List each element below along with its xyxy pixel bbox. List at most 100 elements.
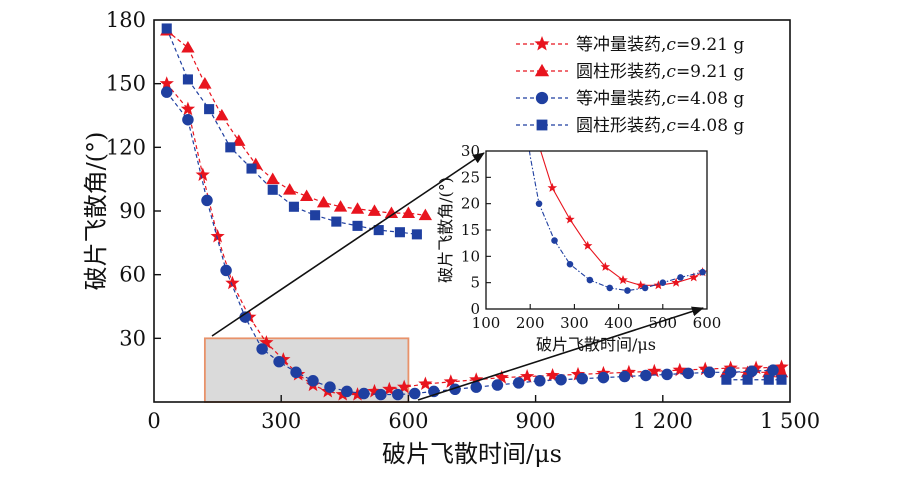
series-1-point: [520, 369, 535, 383]
inset-x-tick-label: 600: [693, 314, 722, 332]
x-axis-title: 破片飞散时间/μs: [382, 440, 562, 468]
series-3-point: [182, 114, 194, 126]
series-3-point: [618, 370, 631, 383]
zoom-arrow-upper: [211, 152, 485, 337]
inset-series-2-point: [624, 287, 631, 294]
inset-y-tick-label: 25: [461, 168, 480, 186]
series-3-point: [555, 373, 567, 386]
series-4-point: [246, 163, 257, 174]
series-3-point: [290, 366, 302, 379]
series-3-point: [220, 264, 232, 277]
x-tick-label: 1 500: [760, 409, 820, 433]
inset-series-1-point: [653, 280, 664, 290]
series-3-point: [640, 369, 652, 382]
y-axis-title: 破片飞散角/(°): [82, 132, 110, 291]
legend-item-2: 圆柱形装药,c=9.21 g: [516, 62, 744, 82]
series-3-point: [470, 381, 482, 393]
series-4-point: [776, 374, 787, 385]
series-1-point: [350, 387, 365, 401]
legend-item-1: 等冲量装药,c=9.21 g: [516, 35, 744, 55]
series-4-point: [411, 229, 422, 240]
series-1-point: [195, 167, 210, 181]
series-3-point: [576, 372, 588, 385]
series-3-point: [358, 387, 370, 400]
main-series-layer: [159, 23, 789, 401]
series-2-point: [299, 189, 314, 202]
series-2-point: [198, 77, 212, 89]
series-2-line: [166, 30, 426, 216]
y-tick-label: 90: [119, 199, 146, 223]
series-1-point: [698, 361, 713, 376]
series-1-point: [210, 229, 225, 243]
x-tick-label: 1 200: [633, 409, 693, 433]
inset-series-1-point: [565, 214, 575, 224]
series-3-point: [256, 343, 268, 355]
inset-series-2-point: [677, 274, 684, 281]
series-3: [160, 86, 779, 401]
inset-series-1-point: [689, 272, 699, 282]
series-1-point: [621, 364, 636, 379]
series-1-point: [367, 383, 382, 398]
inset-x-tick-label: 400: [604, 314, 633, 332]
series-4-point: [182, 74, 193, 85]
legend-marker: [535, 91, 549, 105]
series-4-point: [310, 210, 321, 221]
legend-item-4: 圆柱形装药,c=4.08 g: [516, 116, 744, 136]
series-4-point: [161, 23, 172, 34]
inset-series-1-point: [600, 261, 611, 271]
inset-y-tick-label: 15: [461, 221, 480, 239]
series-2-point: [181, 40, 195, 53]
inset-x-tick-label: 100: [472, 314, 501, 332]
series-1-point: [397, 379, 412, 394]
series-4-point: [394, 227, 405, 238]
x-tick-label: 600: [388, 409, 428, 433]
legend-marker: [536, 119, 548, 131]
series-4-point: [373, 225, 384, 236]
series-1-point: [672, 362, 687, 377]
series-3-point: [239, 311, 251, 323]
inset-series-2: [528, 151, 706, 294]
series-4-point: [763, 374, 774, 385]
y-tick-label: 30: [119, 326, 146, 350]
legend-label: 等冲量装药,c=9.21 g: [576, 35, 744, 55]
main-y-ticks: 30 60 90 120 150 180: [106, 8, 161, 350]
legend-label: 圆柱形装药,c=4.08 g: [576, 116, 744, 136]
inset-y-tick-label: 0: [470, 300, 480, 318]
series-1-point: [494, 370, 509, 384]
inset-y-tick-label: 5: [470, 274, 480, 292]
series-2-point: [418, 208, 433, 221]
x-tick-label: 300: [261, 409, 301, 433]
inset-series-2-point: [551, 237, 558, 244]
y-tick-label: 60: [119, 263, 146, 287]
series-3-point: [491, 379, 504, 391]
series-4-point: [352, 220, 363, 231]
y-tick-label: 120: [106, 135, 146, 159]
series-3-point: [534, 375, 546, 387]
legend-marker: [534, 63, 550, 77]
series-3-point: [682, 367, 694, 380]
series-1-point: [570, 366, 586, 381]
inset-x-tick-label: 300: [560, 314, 589, 332]
series-2-point: [350, 202, 365, 214]
series-3-point: [375, 388, 387, 401]
series-4-point: [721, 374, 732, 385]
y-tick-label: 150: [106, 72, 146, 96]
series-3-point: [273, 355, 285, 368]
series-1-point: [382, 381, 397, 396]
series-2-point: [283, 183, 297, 195]
inset-y-tick-label: 10: [461, 247, 480, 265]
series-2-point: [266, 172, 280, 185]
series-4-point: [742, 374, 753, 385]
series-4-point: [225, 142, 236, 153]
series-1-point: [180, 101, 196, 116]
inset-x-axis-title: 破片飞散时间/μs: [536, 335, 656, 354]
legend-label: 圆柱形装药,c=9.21 g: [576, 62, 744, 82]
inset-series-2-point: [606, 284, 614, 292]
inset-series-2-point: [699, 268, 706, 276]
y-tick-label: 180: [106, 8, 146, 32]
inset-series-2-point: [586, 276, 594, 284]
series-4-point: [331, 216, 342, 227]
inset-y-tick-label: 20: [461, 195, 480, 213]
